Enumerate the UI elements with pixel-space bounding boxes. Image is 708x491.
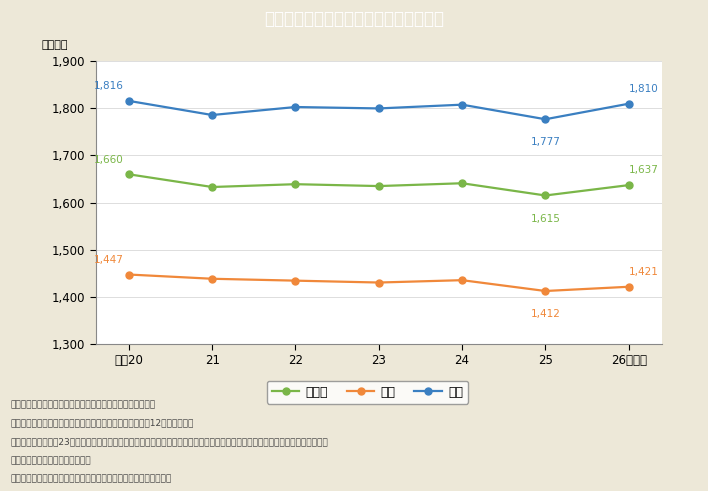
Text: ２．年間総実労働時間は，各年の１月平均値を12倍して算出。: ２．年間総実労働時間は，各年の１月平均値を12倍して算出。 bbox=[11, 419, 194, 428]
Text: （時間）: （時間） bbox=[42, 40, 68, 50]
Text: 1,412: 1,412 bbox=[530, 309, 560, 319]
Legend: 男女計, 女性, 男性: 男女計, 女性, 男性 bbox=[267, 381, 468, 404]
Text: 1,816: 1,816 bbox=[93, 81, 123, 91]
Text: 1,615: 1,615 bbox=[530, 214, 560, 223]
Text: ４．数値は一般労働者及びパートタイム労働者の合計。: ４．数値は一般労働者及びパートタイム労働者の合計。 bbox=[11, 475, 172, 484]
Text: 1,660: 1,660 bbox=[93, 155, 123, 164]
Text: を中止している。: を中止している。 bbox=[11, 456, 91, 465]
Text: 1,447: 1,447 bbox=[93, 255, 123, 265]
Text: （備考）　１．厚生労働省「毎月勤労統計調査」より作成。: （備考） １．厚生労働省「毎月勤労統計調査」より作成。 bbox=[11, 400, 156, 409]
Text: Ｉ－３－２図　年間総実労働時間の推移: Ｉ－３－２図 年間総実労働時間の推移 bbox=[264, 10, 444, 28]
Text: 1,777: 1,777 bbox=[530, 137, 560, 147]
Text: ３．平成23年３〜４月分（宮城県は５月分も含む）について，岩手県，宮城県及び福島県の被災３県を中心に一部調査: ３．平成23年３〜４月分（宮城県は５月分も含む）について，岩手県，宮城県及び福島… bbox=[11, 437, 329, 446]
Text: 1,421: 1,421 bbox=[629, 267, 658, 277]
Text: 1,810: 1,810 bbox=[629, 84, 658, 94]
Text: 1,637: 1,637 bbox=[629, 165, 658, 175]
